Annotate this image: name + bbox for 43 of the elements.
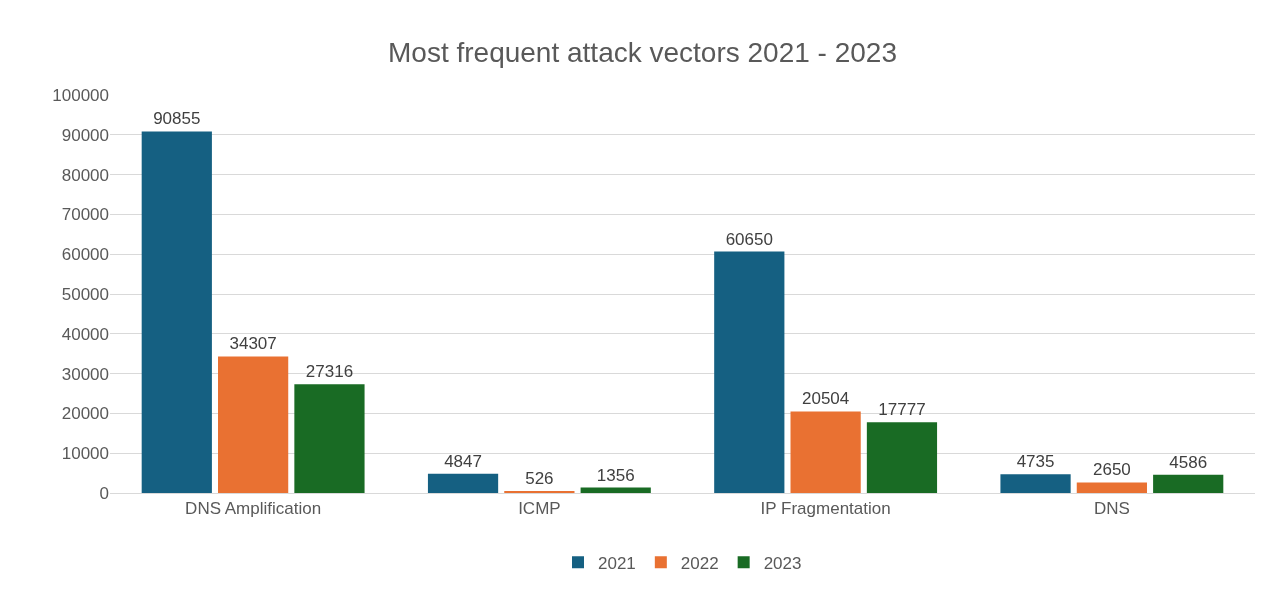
y-tick-label: 0 bbox=[99, 483, 109, 503]
legend-label: 2021 bbox=[598, 553, 636, 573]
data-label: 27316 bbox=[305, 362, 354, 382]
y-tick-label: 90000 bbox=[61, 125, 109, 145]
data-label: 2650 bbox=[1092, 460, 1131, 480]
bar bbox=[141, 131, 212, 493]
y-tick-label: 80000 bbox=[61, 165, 109, 185]
data-label: 4735 bbox=[1016, 452, 1055, 472]
bar bbox=[580, 487, 651, 493]
x-tick-label: DNS bbox=[1093, 499, 1130, 519]
bar bbox=[1076, 482, 1147, 493]
y-tick-label: 10000 bbox=[61, 444, 109, 464]
y-tick-label: 50000 bbox=[61, 284, 109, 304]
y-tick-label: 70000 bbox=[61, 205, 109, 225]
y-tick-label: 100000 bbox=[52, 85, 109, 105]
y-tick-label: 40000 bbox=[61, 324, 109, 344]
data-label: 60650 bbox=[725, 229, 773, 249]
data-label: 4847 bbox=[444, 451, 482, 471]
y-tick-label: 30000 bbox=[61, 364, 109, 384]
legend-label: 2023 bbox=[763, 553, 802, 573]
bar bbox=[218, 356, 289, 493]
bar bbox=[866, 422, 938, 493]
x-tick-label: ICMP bbox=[518, 499, 561, 519]
data-label: 526 bbox=[525, 468, 554, 488]
bar bbox=[1000, 474, 1071, 493]
y-tick-label: 60000 bbox=[61, 245, 109, 265]
bar bbox=[1153, 474, 1224, 493]
legend-label: 2022 bbox=[680, 553, 719, 573]
x-tick-label: DNS Amplification bbox=[185, 499, 322, 519]
data-label: 34307 bbox=[229, 334, 277, 354]
data-label: 20504 bbox=[801, 389, 850, 409]
data-label: 4586 bbox=[1169, 452, 1208, 472]
bar bbox=[790, 411, 861, 493]
data-label: 17777 bbox=[878, 400, 926, 420]
bar bbox=[294, 384, 365, 493]
y-tick-label: 20000 bbox=[61, 404, 109, 424]
bar bbox=[714, 251, 785, 493]
chart-title: Most frequent attack vectors 2021 - 2023 bbox=[388, 36, 897, 68]
bar bbox=[427, 473, 499, 493]
x-tick-label: IP Fragmentation bbox=[760, 499, 891, 519]
data-label: 1356 bbox=[596, 465, 635, 485]
data-label: 90855 bbox=[153, 109, 201, 129]
bar bbox=[504, 490, 575, 493]
